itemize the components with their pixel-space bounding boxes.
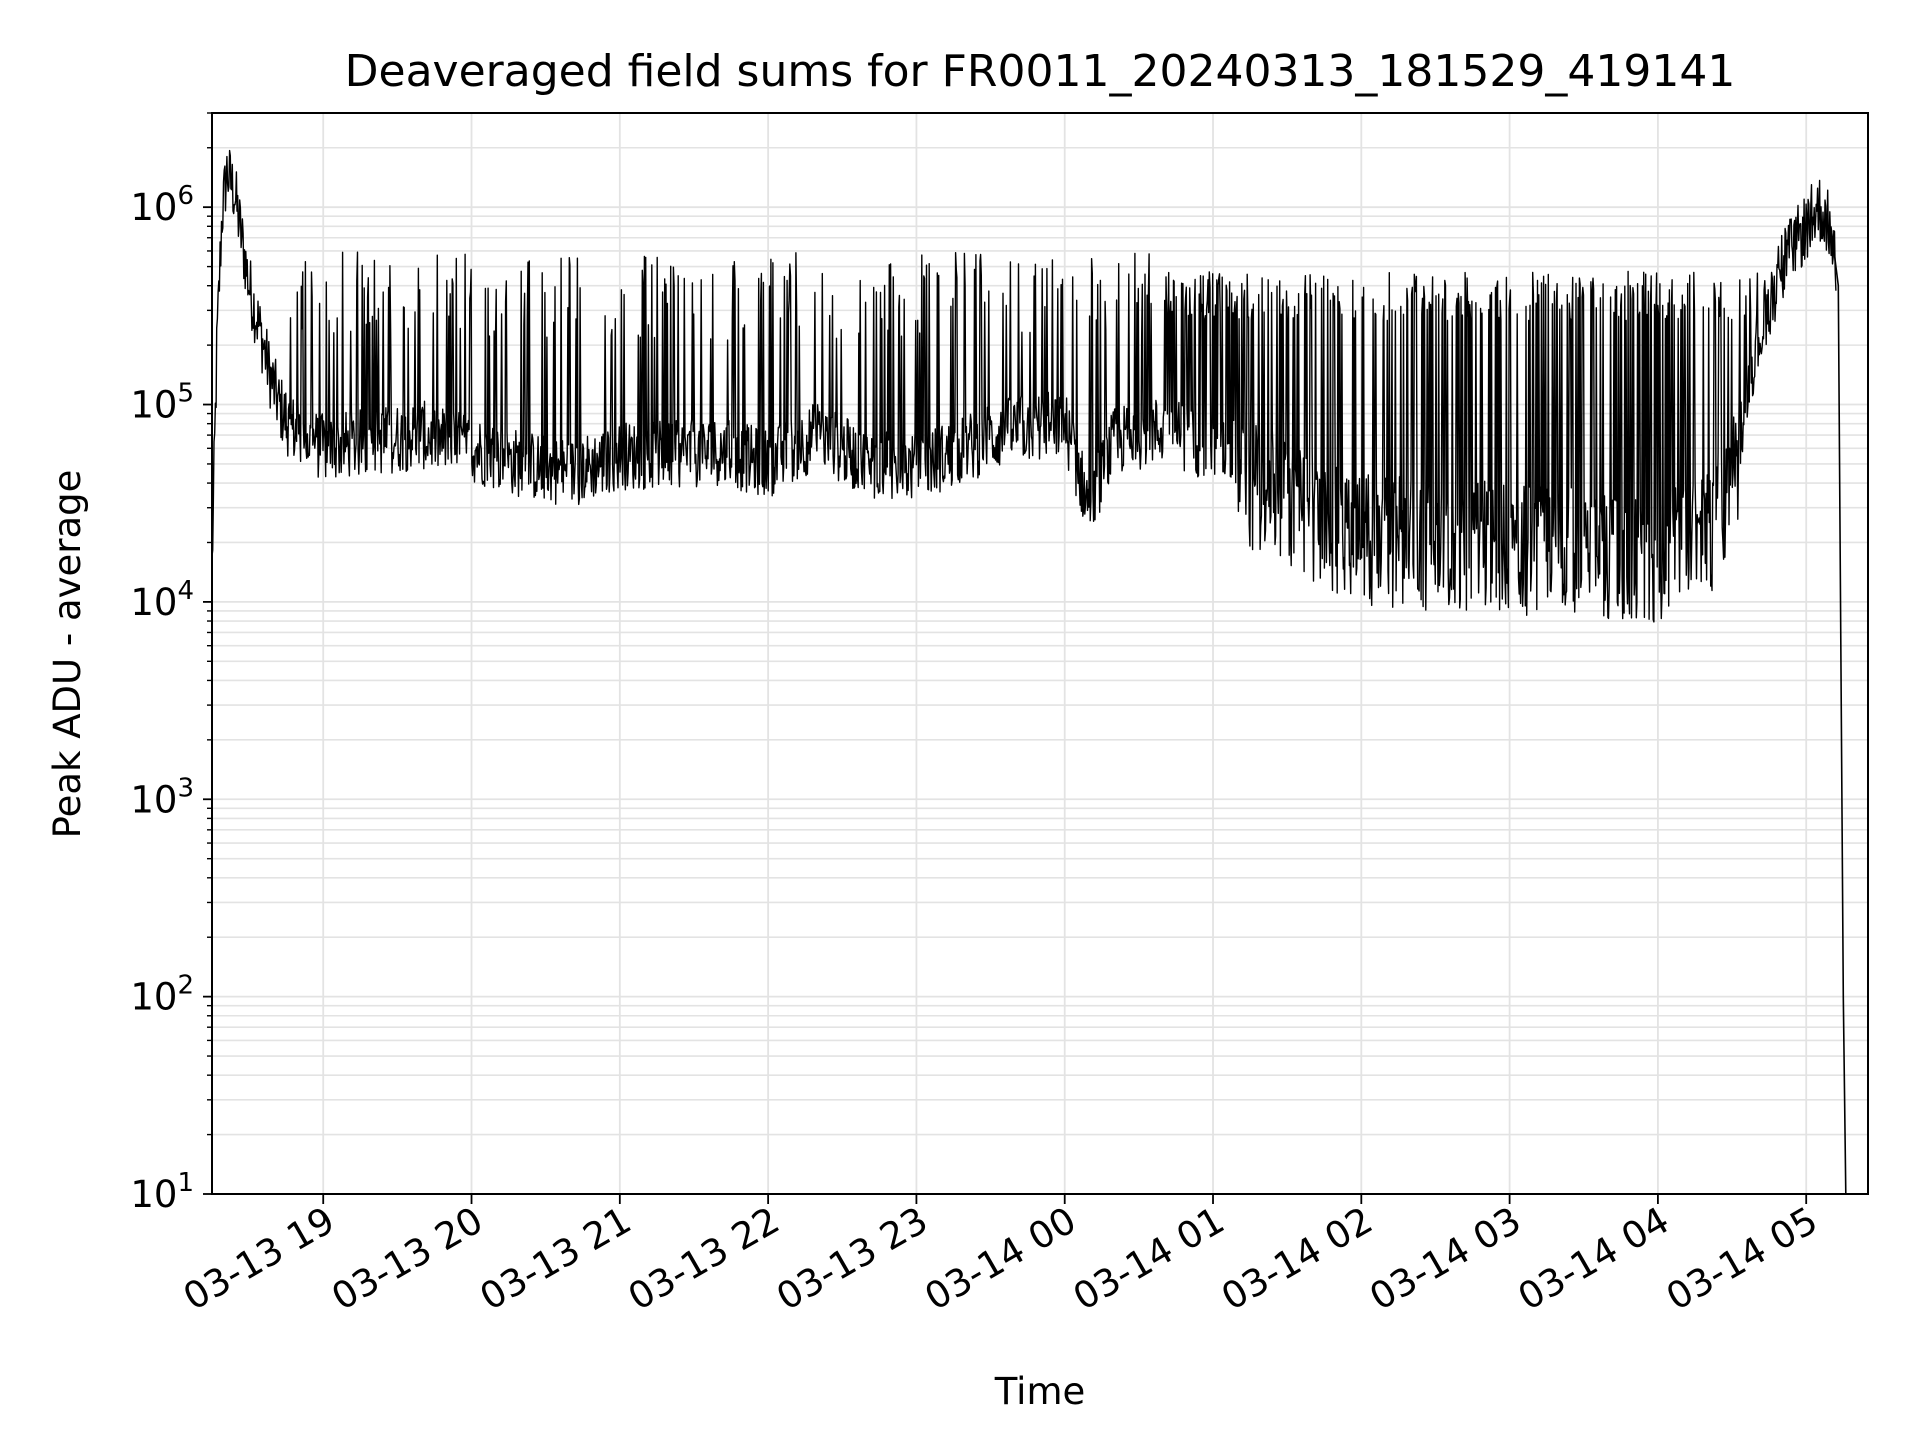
y-tick-label: 101 xyxy=(130,1168,194,1216)
y-axis: 101 102 103 104 105 106 xyxy=(130,112,212,1216)
y-tick-label: 103 xyxy=(130,773,194,821)
y-tick-label: 104 xyxy=(130,576,194,624)
chart-title: Deaveraged field sums for FR0011_2024031… xyxy=(345,46,1736,97)
y-tick-label: 106 xyxy=(130,181,194,229)
x-axis-label: Time xyxy=(994,1370,1086,1413)
plot-frame xyxy=(211,112,1869,1195)
y-tick-label: 102 xyxy=(130,971,194,1019)
y-axis-label: Peak ADU - average xyxy=(46,470,89,839)
series-line xyxy=(1830,226,1847,1195)
y-tick-label: 105 xyxy=(130,379,194,427)
series-line-spikes xyxy=(211,149,1837,623)
